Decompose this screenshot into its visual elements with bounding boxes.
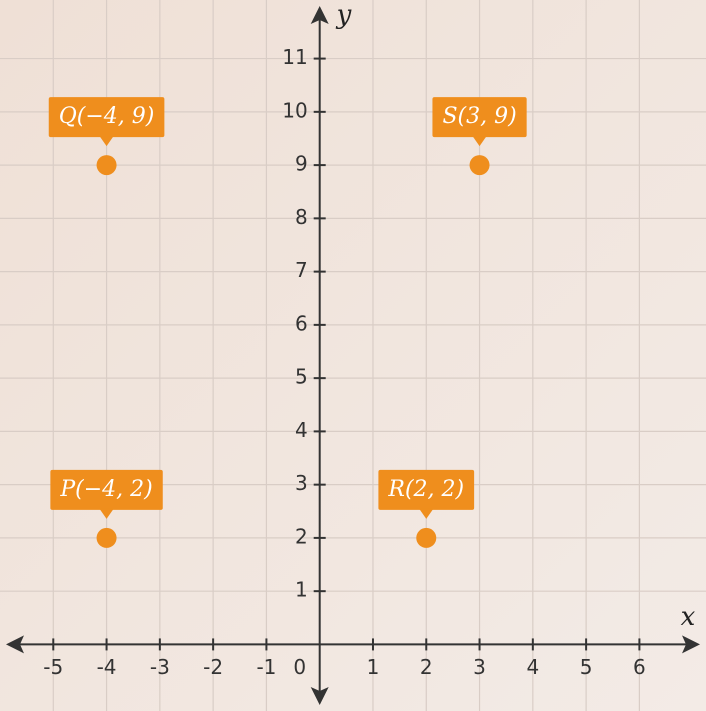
y-tick-label: 11 bbox=[282, 45, 307, 69]
arrow bbox=[682, 635, 700, 654]
y-tick-label: 1 bbox=[295, 578, 308, 602]
label-pointer bbox=[99, 508, 114, 519]
label-box bbox=[432, 97, 527, 138]
arrow bbox=[6, 635, 24, 654]
label-box bbox=[50, 469, 163, 510]
point bbox=[96, 155, 117, 176]
point bbox=[96, 527, 117, 548]
y-tick-label: 10 bbox=[282, 98, 307, 122]
y-tick-label: 9 bbox=[295, 152, 308, 176]
x-tick-label: -2 bbox=[203, 655, 223, 679]
x-tick-label: -1 bbox=[256, 655, 276, 679]
x-axis-label: x bbox=[681, 602, 696, 632]
y-tick-label: 8 bbox=[295, 205, 308, 229]
label-pointer bbox=[419, 508, 434, 519]
label-box bbox=[48, 97, 165, 138]
label-pointer bbox=[99, 136, 114, 147]
label-pointer bbox=[472, 136, 487, 147]
y-axis-label: y bbox=[336, 0, 352, 30]
y-tick-label: 2 bbox=[295, 524, 308, 548]
y-tick-label: 6 bbox=[295, 311, 308, 335]
x-tick-label: 1 bbox=[367, 655, 380, 679]
x-tick-label: 3 bbox=[473, 655, 486, 679]
x-tick-label: 0 bbox=[293, 655, 306, 679]
y-tick-label: 5 bbox=[295, 365, 308, 389]
arrow bbox=[310, 687, 329, 705]
y-tick-label: 3 bbox=[295, 471, 308, 495]
x-tick-label: 4 bbox=[526, 655, 539, 679]
y-tick-label: 7 bbox=[295, 258, 308, 282]
x-tick-label: 2 bbox=[420, 655, 433, 679]
point bbox=[416, 527, 437, 548]
x-tick-label: -5 bbox=[43, 655, 63, 679]
label-box bbox=[378, 469, 475, 510]
point bbox=[469, 155, 490, 176]
x-tick-label: 5 bbox=[580, 655, 593, 679]
point-label: R(2, 2) bbox=[387, 477, 464, 502]
arrow bbox=[310, 6, 329, 24]
x-tick-label: -4 bbox=[97, 655, 117, 679]
point-label: S(3, 9) bbox=[442, 104, 516, 129]
point-label: P(−4, 2) bbox=[59, 477, 152, 502]
y-tick-label: 4 bbox=[295, 418, 308, 442]
point-label: Q(−4, 9) bbox=[59, 104, 155, 129]
x-tick-label: -3 bbox=[150, 655, 170, 679]
x-tick-label: 6 bbox=[633, 655, 646, 679]
